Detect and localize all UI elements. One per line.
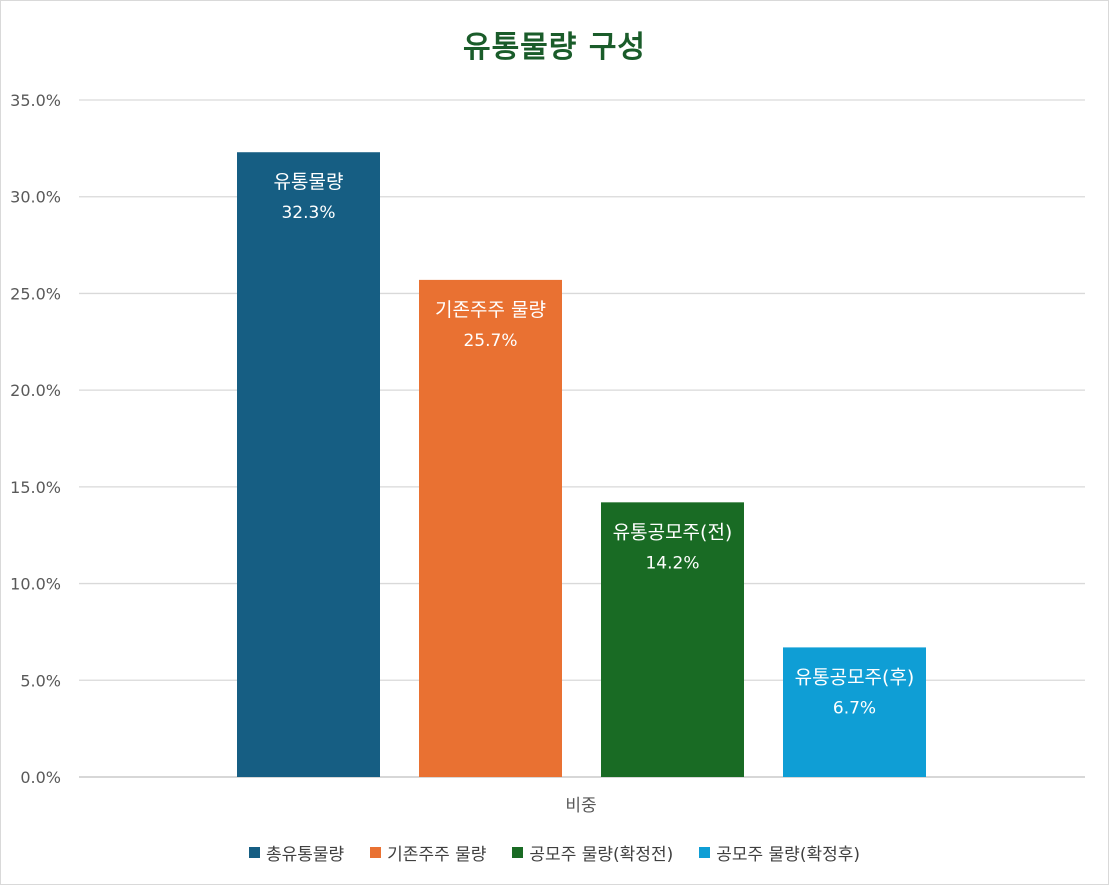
y-tick-label: 5.0%: [20, 671, 61, 690]
legend-label: 공모주 물량(확정후): [716, 845, 861, 865]
legend-swatch: [699, 847, 711, 858]
bar: [237, 152, 380, 777]
bar-category-label: 기존주주 물량: [435, 299, 546, 321]
bar: [783, 647, 926, 777]
legend-item: 공모주 물량(확정전): [512, 840, 673, 865]
legend-swatch: [512, 847, 524, 858]
legend-label: 기존주주 물량: [387, 845, 487, 865]
y-tick-label: 15.0%: [10, 478, 61, 497]
bar-value-label: 32.3%: [281, 203, 335, 223]
legend: 총유통물량 기존주주 물량 공모주 물량(확정전) 공모주 물량(확정후): [0, 840, 1109, 865]
legend-item: 공모주 물량(확정후): [699, 840, 860, 865]
y-tick-label: 20.0%: [10, 381, 61, 400]
legend-label: 공모주 물량(확정전): [529, 845, 674, 865]
y-tick-label: 10.0%: [10, 575, 61, 594]
bar-value-label: 25.7%: [463, 331, 517, 351]
bar-category-label: 유통물량: [274, 171, 344, 193]
bar: [419, 279, 562, 777]
bar-category-label: 유통공모주(후): [795, 666, 915, 688]
legend-item: 총유통물량: [248, 840, 345, 865]
y-tick-label: 0.0%: [20, 768, 61, 787]
bar-category-label: 유통공모주(전): [613, 521, 733, 543]
legend-item: 기존주주 물량: [370, 840, 486, 865]
y-tick-label: 35.0%: [10, 91, 61, 110]
x-axis-category-label: 비중: [565, 796, 596, 816]
legend-label: 총유통물량: [265, 845, 345, 865]
chart-title: 유통물량 구성: [462, 30, 647, 65]
y-tick-label: 25.0%: [10, 284, 61, 303]
legend-swatch: [248, 847, 260, 858]
legend-swatch: [370, 847, 382, 858]
bar-value-label: 14.2%: [645, 553, 699, 573]
bar: [601, 502, 744, 777]
bar-value-label: 6.7%: [833, 698, 876, 718]
y-tick-label: 30.0%: [10, 188, 61, 207]
